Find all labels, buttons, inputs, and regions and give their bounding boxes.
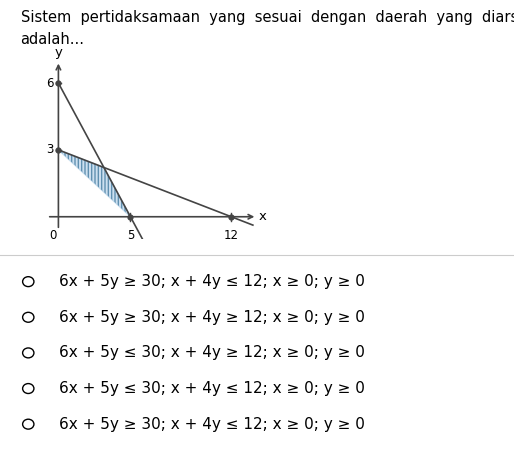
Text: 12: 12 [224, 229, 239, 242]
Text: 5: 5 [127, 229, 134, 242]
Text: adalah...: adalah... [21, 32, 85, 46]
Text: 3: 3 [46, 143, 53, 156]
Text: 6x + 5y ≥ 30; x + 4y ≥ 12; x ≥ 0; y ≥ 0: 6x + 5y ≥ 30; x + 4y ≥ 12; x ≥ 0; y ≥ 0 [59, 310, 365, 325]
Text: x: x [259, 210, 267, 223]
Text: 6x + 5y ≤ 30; x + 4y ≥ 12; x ≥ 0; y ≥ 0: 6x + 5y ≤ 30; x + 4y ≥ 12; x ≥ 0; y ≥ 0 [59, 345, 365, 360]
Text: y: y [54, 46, 62, 59]
Text: 6x + 5y ≥ 30; x + 4y ≤ 12; x ≥ 0; y ≥ 0: 6x + 5y ≥ 30; x + 4y ≤ 12; x ≥ 0; y ≥ 0 [59, 417, 365, 432]
Text: 6: 6 [46, 77, 53, 90]
Text: 6x + 5y ≥ 30; x + 4y ≤ 12; x ≥ 0; y ≥ 0: 6x + 5y ≥ 30; x + 4y ≤ 12; x ≥ 0; y ≥ 0 [59, 274, 365, 289]
Text: 0: 0 [50, 229, 57, 242]
Text: 6x + 5y ≤ 30; x + 4y ≤ 12; x ≥ 0; y ≥ 0: 6x + 5y ≤ 30; x + 4y ≤ 12; x ≥ 0; y ≥ 0 [59, 381, 365, 396]
Polygon shape [59, 150, 131, 217]
Text: Sistem  pertidaksamaan  yang  sesuai  dengan  daerah  yang  diarsir  berikut: Sistem pertidaksamaan yang sesuai dengan… [21, 10, 514, 25]
